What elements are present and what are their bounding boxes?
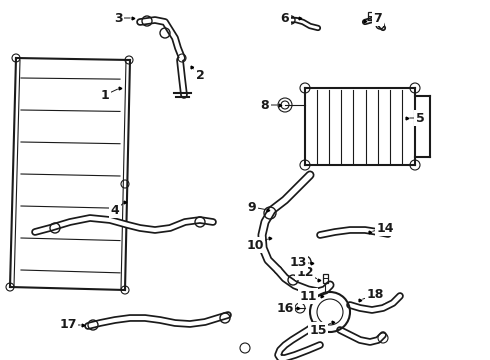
Text: 12: 12	[296, 266, 314, 279]
Text: 11: 11	[299, 289, 317, 302]
Text: 1: 1	[100, 89, 109, 102]
Text: 18: 18	[367, 288, 384, 302]
Text: 7: 7	[373, 12, 382, 24]
Text: 2: 2	[196, 68, 204, 81]
Text: 14: 14	[376, 221, 394, 234]
Text: 13: 13	[289, 256, 307, 270]
Text: 8: 8	[261, 99, 270, 112]
Bar	[322, 274, 327, 283]
Text: 4: 4	[111, 203, 120, 216]
Text: 15: 15	[309, 324, 327, 337]
Text: 16: 16	[276, 302, 294, 315]
Text: 17: 17	[59, 319, 77, 332]
Text: 9: 9	[247, 201, 256, 213]
Bar	[368, 12, 372, 20]
Text: 3: 3	[114, 12, 122, 24]
Text: 6: 6	[281, 12, 289, 24]
Text: 10: 10	[246, 239, 264, 252]
Text: 5: 5	[416, 112, 424, 125]
